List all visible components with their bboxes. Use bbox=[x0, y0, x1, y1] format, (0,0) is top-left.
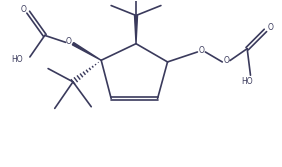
Polygon shape bbox=[135, 16, 138, 44]
Text: O: O bbox=[224, 56, 230, 65]
Text: O: O bbox=[267, 23, 273, 32]
Text: O: O bbox=[199, 46, 205, 55]
Text: O: O bbox=[65, 37, 71, 46]
Polygon shape bbox=[72, 43, 101, 60]
Text: HO: HO bbox=[12, 55, 23, 64]
Text: HO: HO bbox=[241, 77, 253, 86]
Text: O: O bbox=[20, 5, 26, 14]
